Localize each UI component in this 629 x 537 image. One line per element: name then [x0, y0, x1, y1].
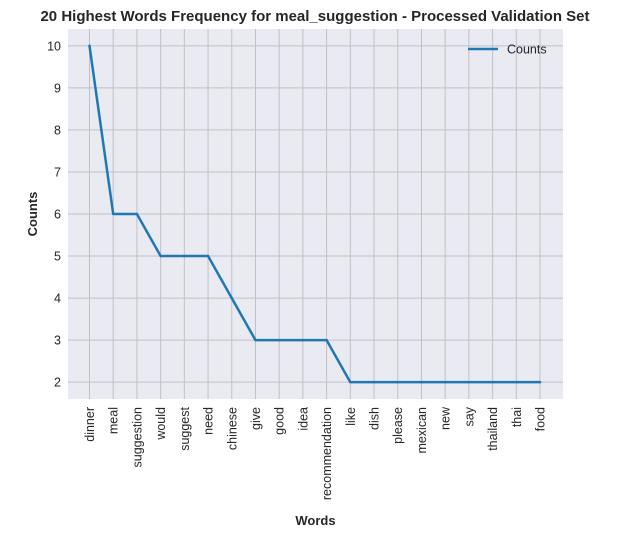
data-point	[230, 296, 233, 300]
data-point	[538, 380, 542, 384]
x-tick-label: food	[534, 407, 548, 431]
data-point	[254, 338, 257, 342]
chart-title: 20 Highest Words Frequency for meal_sugg…	[40, 8, 589, 25]
y-axis-label: Counts	[25, 192, 40, 237]
x-tick-label: thai	[510, 407, 524, 427]
x-tick-label: give	[249, 407, 263, 430]
x-tick-label: chinese	[225, 407, 239, 450]
y-tick-label: 10	[47, 39, 61, 53]
y-tick-label: 9	[54, 81, 61, 95]
data-point	[515, 380, 518, 384]
y-tick-label: 8	[54, 123, 61, 137]
legend-label: Counts	[507, 43, 547, 57]
x-tick-label: recommendation	[320, 407, 334, 500]
x-tick-label: dish	[368, 407, 382, 430]
legend: Counts	[468, 43, 547, 57]
x-tick-label: meal	[107, 407, 121, 434]
x-tick-label: new	[439, 406, 453, 430]
y-tick-label: 7	[54, 165, 61, 179]
x-tick-label: suggestion	[130, 407, 144, 468]
x-axis-ticks: dinner meal suggestion would suggest need chin…	[83, 406, 548, 500]
x-tick-label: need	[202, 407, 216, 435]
data-point	[301, 338, 305, 342]
data-point	[135, 212, 139, 216]
x-tick-label: suggest	[178, 406, 192, 450]
data-point	[88, 44, 91, 48]
data-point	[372, 380, 376, 384]
data-point	[206, 254, 210, 258]
x-tick-label: dinner	[83, 407, 97, 442]
x-tick-label: good	[273, 407, 287, 435]
y-tick-label: 4	[54, 292, 61, 306]
x-tick-label: like	[344, 407, 358, 426]
data-point	[491, 380, 494, 384]
data-point	[443, 380, 447, 384]
y-axis-ticks: 2 3 4 5 6 7 8 9 10	[47, 39, 61, 389]
series-layer	[88, 44, 542, 384]
x-tick-label: mexican	[415, 407, 429, 454]
y-tick-label: 6	[54, 208, 61, 222]
series-line-counts	[88, 44, 542, 384]
y-tick-label: 2	[54, 376, 61, 390]
data-point	[349, 380, 352, 384]
data-point	[396, 380, 399, 384]
data-point	[277, 338, 281, 342]
y-tick-label: 3	[54, 334, 61, 348]
x-tick-label: idea	[296, 407, 310, 431]
x-tick-label: would	[154, 407, 168, 441]
data-point	[183, 254, 186, 258]
data-point	[325, 338, 328, 342]
data-point	[159, 254, 162, 258]
y-tick-label: 5	[54, 250, 61, 264]
x-tick-label: please	[391, 407, 405, 444]
data-point	[420, 380, 423, 384]
data-point	[112, 212, 115, 216]
x-tick-label: thailand	[486, 407, 500, 451]
x-tick-label: say	[462, 406, 476, 426]
x-axis-label: Words	[295, 513, 335, 528]
data-point	[467, 380, 471, 384]
